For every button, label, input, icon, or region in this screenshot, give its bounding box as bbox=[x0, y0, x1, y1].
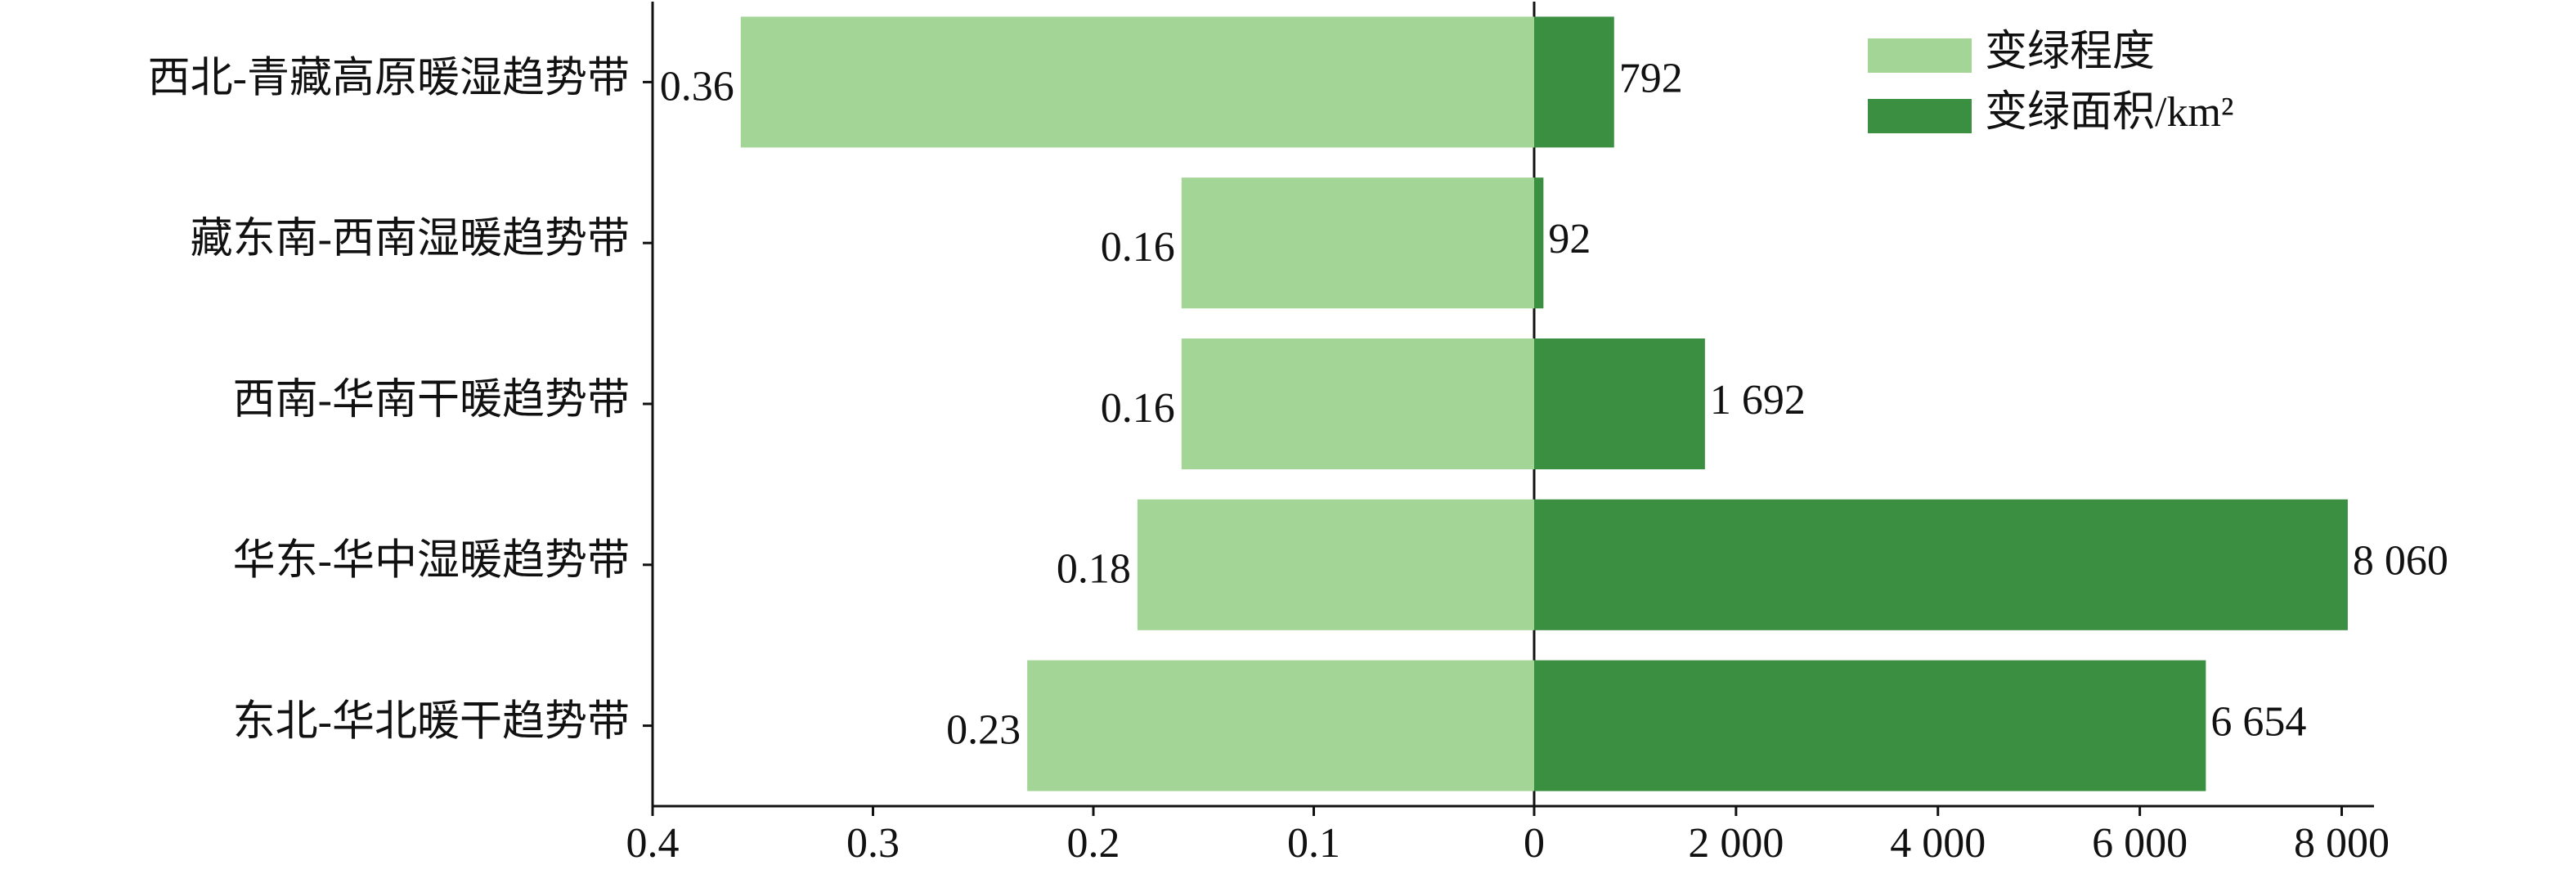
x2-tick-label: 4 000 bbox=[1890, 820, 1986, 867]
bar bbox=[740, 16, 1534, 148]
bar bbox=[1534, 499, 2348, 630]
bar bbox=[1137, 499, 1534, 630]
legend-swatch bbox=[1868, 99, 1972, 133]
bar bbox=[1534, 16, 1614, 148]
value-label: 792 bbox=[1619, 55, 1683, 101]
y-tick-label: 藏东南-西南湿暖趋势带 bbox=[191, 216, 630, 262]
y-tick-label: 西北-青藏高原暖湿趋势带 bbox=[148, 55, 630, 101]
bar bbox=[1181, 338, 1534, 469]
x2-tick-label: 6 000 bbox=[2092, 820, 2188, 867]
x2-tick-label: 2 000 bbox=[1688, 820, 1784, 867]
bar bbox=[1534, 660, 2206, 791]
x-tick-label: 0.1 bbox=[1287, 820, 1340, 867]
x-tick-label: 0.4 bbox=[626, 820, 680, 867]
bar bbox=[1534, 338, 1705, 469]
value-label: 0.36 bbox=[660, 63, 734, 110]
x2-tick-label: 8 000 bbox=[2294, 820, 2390, 867]
x-tick-label: 0.3 bbox=[846, 820, 900, 867]
legend-label: 变绿程度 bbox=[1985, 29, 2155, 75]
value-label: 0.18 bbox=[1057, 546, 1131, 593]
bar bbox=[1534, 177, 1544, 309]
value-label: 0.16 bbox=[1101, 385, 1175, 432]
bar bbox=[1181, 177, 1534, 309]
value-label: 0.16 bbox=[1101, 224, 1175, 271]
value-label: 8 060 bbox=[2353, 538, 2448, 585]
value-label: 92 bbox=[1548, 216, 1591, 262]
x-tick-label: 0 bbox=[1524, 820, 1545, 867]
bar bbox=[1027, 660, 1534, 791]
value-label: 1 692 bbox=[1710, 377, 1806, 424]
value-label: 0.23 bbox=[946, 707, 1021, 754]
legend-label: 变绿面积/km² bbox=[1985, 89, 2234, 136]
x-tick-label: 0.2 bbox=[1067, 820, 1120, 867]
y-tick-label: 东北-华北暖干趋势带 bbox=[233, 699, 630, 746]
y-tick-label: 西南-华南干暖趋势带 bbox=[233, 377, 630, 424]
value-label: 6 654 bbox=[2210, 699, 2306, 746]
y-tick-label: 华东-华中湿暖趋势带 bbox=[233, 538, 630, 585]
legend-swatch bbox=[1868, 38, 1972, 73]
